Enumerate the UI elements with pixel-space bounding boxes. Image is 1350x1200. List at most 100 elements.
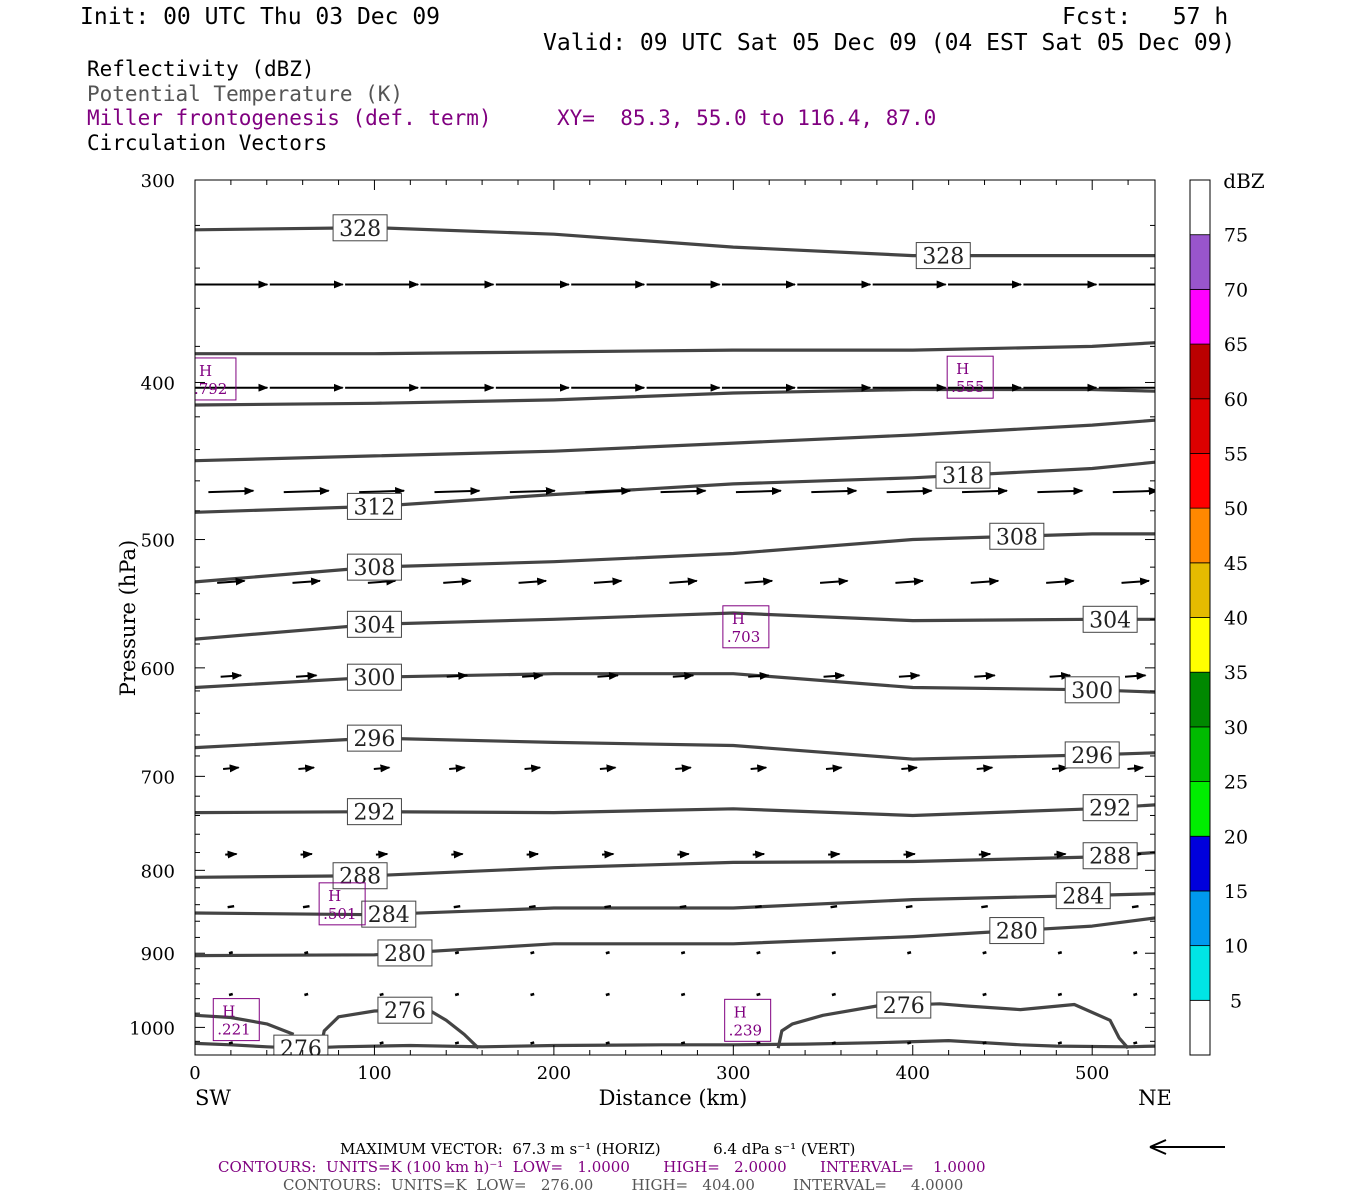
circulation-vector: [962, 487, 1009, 496]
circulation-vector: [901, 764, 918, 773]
circulation-vector: [298, 764, 316, 773]
circulation-vector: [593, 577, 623, 586]
theta-label-box: [1082, 842, 1138, 870]
fronto-max-box: [318, 882, 366, 926]
theta-label-text: 288: [339, 865, 381, 890]
colorbar-segment: [1189, 835, 1211, 892]
theta-label-text: 328: [339, 217, 381, 242]
theta-contour-276: [195, 1039, 1155, 1050]
circulation-vector: [906, 951, 912, 955]
theta-label-text: 284: [368, 903, 410, 928]
circulation-vector: [1131, 904, 1139, 909]
circulation-vector: [228, 951, 234, 955]
fronto-max-box: [946, 355, 994, 399]
circulation-vector: [604, 904, 612, 909]
theta-label-box: [989, 522, 1045, 550]
colorbar-segment: [1189, 179, 1211, 236]
legend-reflectivity: Reflectivity (dBZ): [87, 57, 315, 81]
circulation-vector: [379, 992, 384, 997]
circulation-vector: [982, 951, 987, 955]
theta-contour-304: [195, 611, 1155, 641]
circulation-vector: [895, 577, 924, 586]
circulation-vector: [227, 904, 235, 909]
colorbar-label: 30: [1224, 717, 1248, 739]
circulation-vector: [660, 487, 707, 496]
theta-contour-320: [195, 387, 1155, 407]
fronto-max-value: .221: [217, 1021, 250, 1039]
y-tick-label: 700: [141, 767, 175, 788]
theta-contour-292: [195, 803, 1155, 818]
circulation-vector: [375, 850, 389, 859]
circulation-vector: [605, 1041, 610, 1045]
theta-contour-324: [195, 341, 1155, 356]
circulation-vector: [1127, 764, 1145, 773]
fronto-max-value: .703: [727, 628, 760, 646]
circulation-vector: [601, 850, 615, 859]
theta-label-box: [346, 663, 402, 691]
theta-contour-296: [195, 736, 1155, 761]
circulation-vector: [831, 951, 836, 955]
colorbar-segment: [1189, 398, 1211, 454]
circulation-vector: [228, 1041, 234, 1045]
fronto-max-box: [195, 357, 237, 401]
theta-label-box: [915, 242, 971, 270]
circulation-vector: [304, 992, 309, 997]
theta-label-text: 308: [353, 556, 395, 581]
circulation-vector: [886, 487, 933, 496]
circulation-vector: [367, 577, 397, 586]
theta-label-box: [346, 492, 402, 520]
theta-label-text: 284: [1062, 885, 1104, 910]
theta-label-text: 304: [353, 613, 395, 638]
circulation-vector: [454, 951, 460, 955]
y-tick-label: 900: [141, 944, 175, 965]
circulation-vector: [828, 850, 841, 859]
circulation-vector: [970, 577, 1000, 586]
colorbar-segment: [1189, 999, 1211, 1056]
circulation-vector: [750, 764, 768, 773]
y-tick-label: 500: [141, 531, 175, 552]
theta-label-box: [377, 939, 433, 967]
circulation-vector: [752, 850, 766, 859]
circulation-vector: [528, 904, 536, 909]
circulation-vector: [898, 671, 921, 680]
colorbar-segment: [1189, 671, 1211, 728]
circulation-vector: [974, 671, 996, 680]
circulation-vector: [522, 671, 544, 680]
circulation-vector: [811, 487, 858, 496]
y-tick-label: 400: [141, 373, 175, 394]
circulation-vector: [680, 951, 686, 955]
circulation-vector: [675, 764, 692, 773]
circulation-vector: [756, 1041, 761, 1045]
circulation-vector: [451, 850, 464, 859]
x-end-label-ne: NE: [1138, 1086, 1172, 1110]
fronto-max-value: .555: [951, 378, 984, 396]
colorbar-segment: [1189, 617, 1211, 673]
colorbar-segment: [1189, 507, 1211, 564]
colorbar-label: 20: [1224, 826, 1248, 848]
plot-frame: [194, 179, 1156, 1056]
colorbar-label: 70: [1224, 279, 1248, 301]
legend-vectors: Circulation Vectors: [87, 131, 328, 155]
reference-vector-arrowhead: [1149, 1139, 1167, 1155]
circulation-vector: [1046, 577, 1075, 586]
y-tick-label: 600: [141, 659, 175, 680]
colorbar-segment: [1189, 945, 1211, 1001]
circulation-vector: [982, 1041, 987, 1045]
circulation-vector: [735, 487, 782, 496]
circulation-vector: [359, 487, 406, 496]
theta-label-text: 280: [996, 920, 1038, 945]
theta-label-box: [1064, 741, 1120, 769]
theta-label-text: 318: [942, 464, 984, 489]
footer-max-vector: MAXIMUM VECTOR: 67.3 m s⁻¹ (HORIZ) 6.4 d…: [340, 1140, 856, 1158]
circulation-vector: [530, 992, 535, 997]
circulation-vector: [304, 951, 309, 955]
colorbar-label: 65: [1224, 334, 1248, 356]
circulation-vector: [220, 671, 243, 680]
footer-contours-theta: CONTOURS: UNITS=K LOW= 276.00 HIGH= 404.…: [283, 1176, 964, 1194]
circulation-vector: [680, 992, 686, 997]
circulation-vector: [434, 487, 481, 496]
circulation-vector: [1133, 992, 1138, 997]
theta-label-box: [361, 900, 417, 928]
theta-label-box: [876, 991, 932, 1019]
